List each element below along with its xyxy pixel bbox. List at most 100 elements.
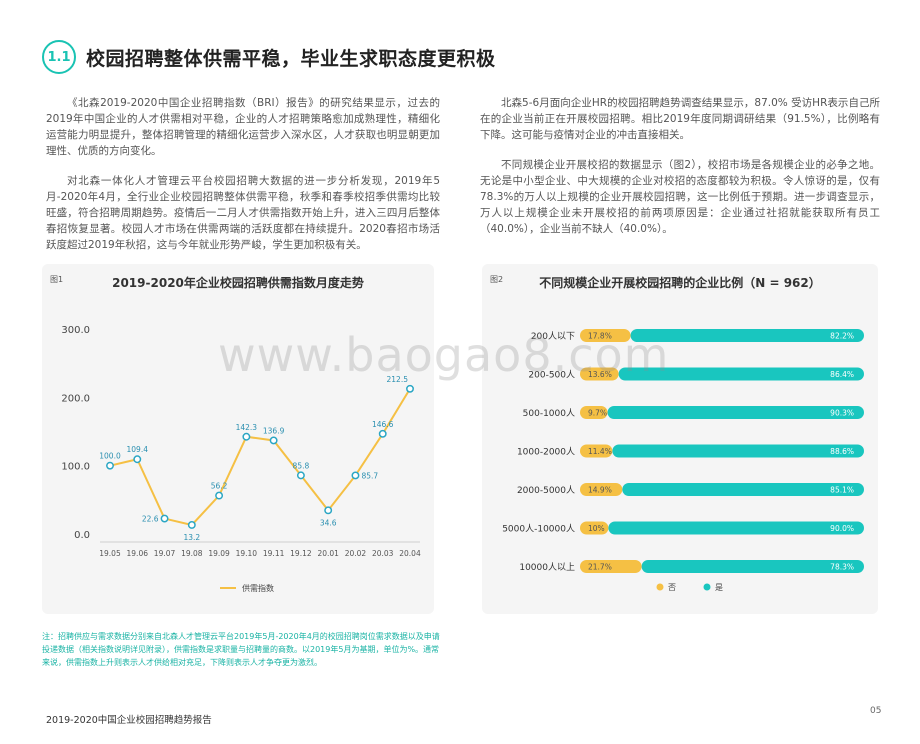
data-point <box>378 429 387 438</box>
x-tick-label: 19.06 <box>127 549 149 558</box>
right-text-column: 北森5-6月面向企业HR的校园招聘趋势调查结果显示，87.0% 受访HR表示自己… <box>480 95 880 251</box>
data-label: 146.6 <box>372 420 394 429</box>
data-label: 22.6 <box>142 515 159 524</box>
data-point <box>296 471 305 480</box>
y-tick-label: 100.0 <box>61 462 90 473</box>
x-tick-label: 20.01 <box>317 549 339 558</box>
y-tick-label: 200.0 <box>61 393 90 404</box>
data-point <box>215 491 224 500</box>
data-label: 85.8 <box>293 461 310 470</box>
y-tick-label: 300.0 <box>61 325 90 336</box>
x-tick-label: 19.08 <box>181 549 203 558</box>
bar-no <box>580 483 623 496</box>
bar-yes <box>612 444 864 458</box>
data-point <box>351 471 360 480</box>
bar-yes <box>641 560 864 573</box>
bar-no <box>580 444 613 458</box>
x-tick-label: 19.07 <box>154 549 176 558</box>
data-label: 136.9 <box>263 426 285 435</box>
bar-label-no: 10% <box>588 524 605 533</box>
y-tick-label: 0.0 <box>74 530 90 541</box>
figure1-panel: 图1 2019-2020年企业校园招聘供需指数月度走势 300.0 200.0 10… <box>42 264 434 614</box>
paragraph: 对北森一体化人才管理云平台校园招聘大数据的进一步分析发现，2019年5月-202… <box>46 175 440 251</box>
data-label: 56.2 <box>211 482 228 491</box>
data-point <box>269 436 278 445</box>
figure-tag: 图2 <box>490 275 504 284</box>
paragraph: 《北森2019-2020中国企业招聘指数（BRI）报告》的研究结果显示，过去的2… <box>46 97 440 157</box>
x-tick-label: 20.02 <box>345 549 367 558</box>
bar-label-no: 11.4% <box>588 447 612 456</box>
figure-tag: 图1 <box>50 275 64 284</box>
bar-label-yes: 90.0% <box>830 524 854 533</box>
x-tick-label: 19.05 <box>99 549 121 558</box>
bar-label-no: 14.9% <box>588 486 612 495</box>
category-label: 500-1000人 <box>523 408 575 419</box>
bar-no <box>580 367 619 381</box>
data-label: 13.2 <box>183 533 200 542</box>
data-point <box>324 506 333 515</box>
bar-label-yes: 90.3% <box>830 409 854 418</box>
section-title: 校园招聘整体供需平稳，毕业生求职态度更积极 <box>86 47 496 70</box>
bar-label-yes: 86.4% <box>830 370 854 379</box>
data-point <box>187 521 196 529</box>
category-label: 200人以下 <box>531 331 575 342</box>
category-label: 1000-2000人 <box>517 447 575 458</box>
legend-swatch-yes <box>703 583 711 591</box>
series-line <box>109 388 411 527</box>
chart-title: 不同规模企业开展校园招聘的企业比例（N = 962） <box>539 276 821 290</box>
paragraph: 不同规模企业开展校招的数据显示（图2），校招市场是各规模企业的必争之地。无论是中… <box>480 159 880 235</box>
legend-swatch-no <box>656 583 664 591</box>
legend-label-no: 否 <box>668 583 676 592</box>
category-label: 200-500人 <box>528 370 575 381</box>
bar-label-no: 21.7% <box>588 563 612 572</box>
x-tick-label: 19.12 <box>290 549 312 558</box>
data-point <box>133 455 142 464</box>
bar-label-yes: 88.6% <box>830 447 854 456</box>
x-tick-label: 19.11 <box>263 549 285 558</box>
data-label: 34.6 <box>320 518 337 527</box>
left-text-column: 《北森2019-2020中国企业招聘指数（BRI）报告》的研究结果显示，过去的2… <box>46 95 440 267</box>
data-label: 142.3 <box>236 423 258 432</box>
data-point <box>406 384 414 393</box>
x-tick-label: 20.04 <box>399 549 421 558</box>
data-label: 109.4 <box>127 445 149 454</box>
figure2-panel: 图2 不同规模企业开展校园招聘的企业比例（N = 962） 200人以下 17.8… <box>482 264 878 614</box>
category-label: 10000人以上 <box>519 562 575 573</box>
category-label: 2000-5000人 <box>517 485 575 496</box>
data-label: 85.7 <box>361 471 378 480</box>
bar-no <box>580 406 608 419</box>
data-point <box>160 514 169 523</box>
chart-footnote: 注：招聘供应与需求数据分别来自北森人才管理云平台2019年5月-2020年4月的… <box>42 632 440 667</box>
bar-yes <box>618 367 864 381</box>
bar-label-yes: 82.2% <box>830 332 854 341</box>
data-label: 212.5 <box>387 375 409 384</box>
legend-label: 供需指数 <box>242 583 274 593</box>
chart-title: 2019-2020年企业校园招聘供需指数月度走势 <box>112 276 364 290</box>
line-chart: 300.0 200.0 100.0 0.0 19.05 19.06 19.07 19.08 19… <box>61 325 421 593</box>
bar-yes <box>630 329 864 342</box>
bar-label-yes: 85.1% <box>830 486 854 495</box>
section-header: 1.1 校园招聘整体供需平稳，毕业生求职态度更积极 <box>42 40 496 74</box>
paragraph: 北森5-6月面向企业HR的校园招聘趋势调查结果显示，87.0% 受访HR表示自己… <box>480 97 880 141</box>
bar-no <box>580 521 609 535</box>
footer-report-title: 2019-2020中国企业校园招聘趋势报告 <box>46 715 212 726</box>
bar-yes <box>622 483 864 496</box>
page-number: 05 <box>870 706 882 716</box>
x-tick-label: 19.10 <box>236 549 258 558</box>
legend-label-yes: 是 <box>715 583 723 592</box>
bar-label-yes: 78.3% <box>830 563 854 572</box>
stacked-bar-chart: 200人以下 17.8% 82.2% 200-500人 13.6% 86.4% 500-10… <box>502 329 864 592</box>
bar-label-no: 9.7% <box>588 409 607 418</box>
data-point <box>242 432 251 441</box>
bar-label-no: 17.8% <box>588 332 612 341</box>
watermark: www.baogao8.com <box>218 328 670 382</box>
bar-yes <box>607 406 864 419</box>
bar-label-no: 13.6% <box>588 370 612 379</box>
x-tick-label: 19.09 <box>208 549 230 558</box>
section-number-badge: 1.1 <box>42 40 76 74</box>
bar-yes <box>608 521 864 535</box>
category-label: 5000人-10000人 <box>502 524 575 535</box>
data-point <box>106 461 114 470</box>
data-label: 100.0 <box>99 452 121 461</box>
bar-no <box>580 329 631 342</box>
